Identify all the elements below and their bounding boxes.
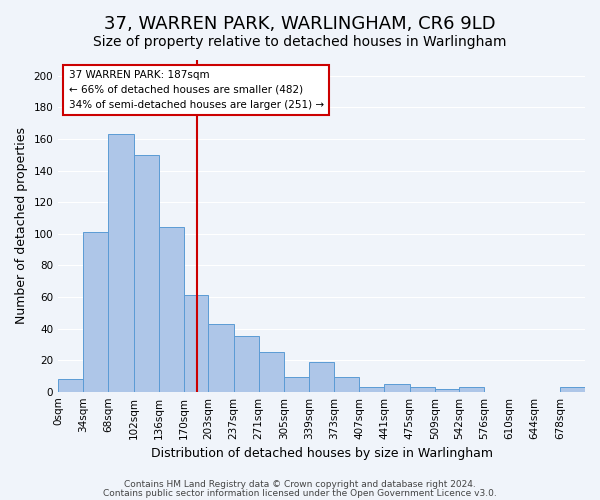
Bar [385,384,410,392]
Bar [233,336,259,392]
Bar [284,378,309,392]
Bar [208,324,233,392]
Bar [83,232,109,392]
Bar [309,362,334,392]
Text: Contains HM Land Registry data © Crown copyright and database right 2024.: Contains HM Land Registry data © Crown c… [124,480,476,489]
Bar [184,296,208,392]
Bar [259,352,284,392]
Bar [410,387,435,392]
Bar [359,387,385,392]
Bar [334,378,359,392]
Bar [58,379,83,392]
Text: 37 WARREN PARK: 187sqm
← 66% of detached houses are smaller (482)
34% of semi-de: 37 WARREN PARK: 187sqm ← 66% of detached… [69,70,324,110]
X-axis label: Distribution of detached houses by size in Warlingham: Distribution of detached houses by size … [151,447,493,460]
Bar [134,155,159,392]
Bar [109,134,134,392]
Bar [560,387,585,392]
Bar [159,228,184,392]
Bar [435,388,459,392]
Text: 37, WARREN PARK, WARLINGHAM, CR6 9LD: 37, WARREN PARK, WARLINGHAM, CR6 9LD [104,15,496,33]
Text: Contains public sector information licensed under the Open Government Licence v3: Contains public sector information licen… [103,488,497,498]
Y-axis label: Number of detached properties: Number of detached properties [15,128,28,324]
Text: Size of property relative to detached houses in Warlingham: Size of property relative to detached ho… [93,35,507,49]
Bar [459,387,484,392]
